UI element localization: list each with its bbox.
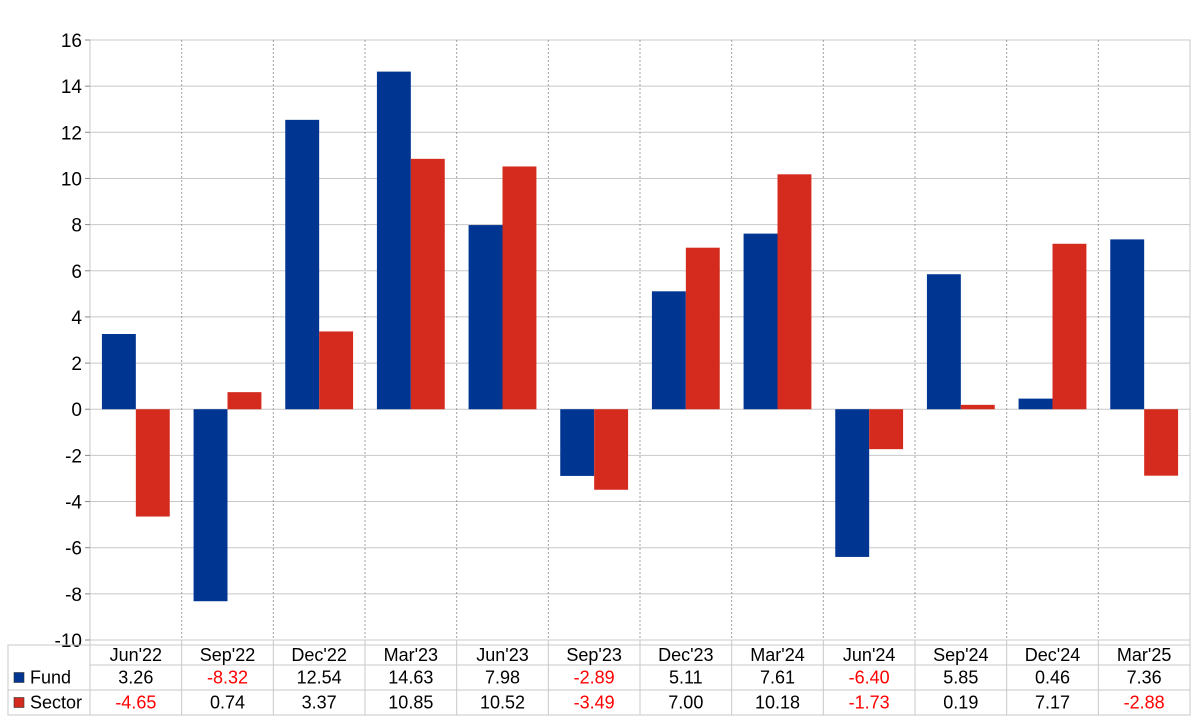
data-label-fund: 14.63	[388, 668, 433, 688]
bar-fund	[101, 334, 136, 410]
x-tick-label: Dec'23	[658, 645, 713, 665]
bar-fund	[1110, 239, 1145, 410]
x-tick-label: Jun'23	[476, 645, 528, 665]
legend-key-sector	[13, 697, 25, 708]
bars	[101, 71, 1179, 602]
data-label-sector: -2.88	[1124, 693, 1165, 713]
x-tick-label: Dec'24	[1025, 645, 1080, 665]
y-tick-label: -2	[65, 446, 82, 467]
x-tick-label: Jun'24	[843, 645, 895, 665]
bar-sector	[960, 404, 995, 410]
data-label-sector: 0.19	[943, 693, 978, 713]
bar-sector	[685, 247, 720, 410]
grid	[89, 39, 1191, 641]
data-label-sector: 0.74	[210, 693, 245, 713]
x-tick-label: Sep'24	[933, 645, 989, 665]
y-tick-label: -4	[65, 493, 82, 514]
bar-sector	[319, 331, 354, 410]
bar-fund	[376, 71, 411, 410]
y-tick-label: -6	[65, 539, 82, 560]
bar-fund	[651, 291, 686, 410]
legend-label-sector: Sector	[30, 693, 82, 713]
data-label-sector: 7.00	[668, 693, 703, 713]
bar-fund	[285, 119, 320, 410]
bar-sector	[135, 409, 170, 517]
data-label-fund: 0.46	[1035, 668, 1070, 688]
y-tick-label: -8	[65, 585, 82, 606]
data-label-fund: 12.54	[297, 668, 342, 688]
bar-sector	[502, 166, 537, 410]
data-label-sector: 3.37	[302, 693, 337, 713]
y-tick-label: 10	[61, 169, 82, 190]
data-label-fund: 5.11	[669, 668, 703, 688]
bar-sector	[594, 409, 629, 490]
x-tick-label: Sep'23	[566, 645, 622, 665]
data-label-fund: 7.36	[1127, 668, 1162, 688]
legend-label-fund: Fund	[30, 668, 71, 688]
bar-sector	[777, 174, 812, 410]
data-label-sector: 7.17	[1035, 693, 1070, 713]
legend-key-fund	[13, 672, 25, 683]
bar-sector	[1052, 243, 1087, 410]
y-tick-label: -10	[55, 631, 82, 652]
bar-fund	[193, 409, 228, 602]
bar-fund	[560, 409, 595, 476]
data-label-fund: 7.98	[485, 668, 520, 688]
data-label-fund: -8.32	[207, 668, 248, 688]
x-tick-label: Jun'22	[110, 645, 162, 665]
x-tick-label: Dec'22	[291, 645, 346, 665]
y-tick-label: 16	[61, 31, 82, 52]
data-label-fund: 7.61	[760, 668, 795, 688]
bar-fund	[743, 233, 778, 410]
data-label-sector: 10.18	[755, 693, 800, 713]
bar-sector	[227, 392, 262, 410]
bar-fund	[468, 225, 503, 410]
y-tick-label: 14	[61, 77, 83, 98]
y-tick-label: 0	[71, 400, 82, 421]
data-label-fund: -2.89	[574, 668, 615, 688]
y-tick-label: 12	[61, 123, 82, 144]
bar-fund	[835, 409, 870, 557]
x-tick-label: Sep'22	[200, 645, 256, 665]
y-tick-label: 4	[71, 308, 82, 329]
data-label-sector: -1.73	[849, 693, 890, 713]
x-tick-label: Mar'24	[750, 645, 804, 665]
y-tick-label: 6	[71, 262, 82, 283]
data-label-sector: 10.52	[480, 693, 525, 713]
bar-sector	[869, 409, 904, 450]
y-tick-label: 8	[71, 216, 82, 237]
bar-sector	[410, 158, 445, 410]
bar-sector	[1144, 409, 1179, 476]
x-tick-label: Mar'23	[384, 645, 438, 665]
data-label-sector: 10.85	[388, 693, 433, 713]
y-axis: 16 14 12 10 8 6 4 2 0 -2 -4 -6 -8 -10	[55, 31, 90, 652]
data-table: Jun'22 Sep'22 Dec'22 Mar'23 Jun'23 Sep'23 Dec'…	[7, 640, 1191, 716]
data-label-fund: -6.40	[849, 668, 890, 688]
data-label-sector: -3.49	[574, 693, 615, 713]
bar-fund	[1018, 398, 1053, 410]
y-tick-label: 2	[71, 354, 82, 375]
bar-fund	[926, 274, 961, 410]
data-label-fund: 5.85	[943, 668, 978, 688]
data-label-fund: 3.26	[118, 668, 153, 688]
data-label-sector: -4.65	[115, 693, 156, 713]
x-tick-label: Mar'25	[1117, 645, 1171, 665]
